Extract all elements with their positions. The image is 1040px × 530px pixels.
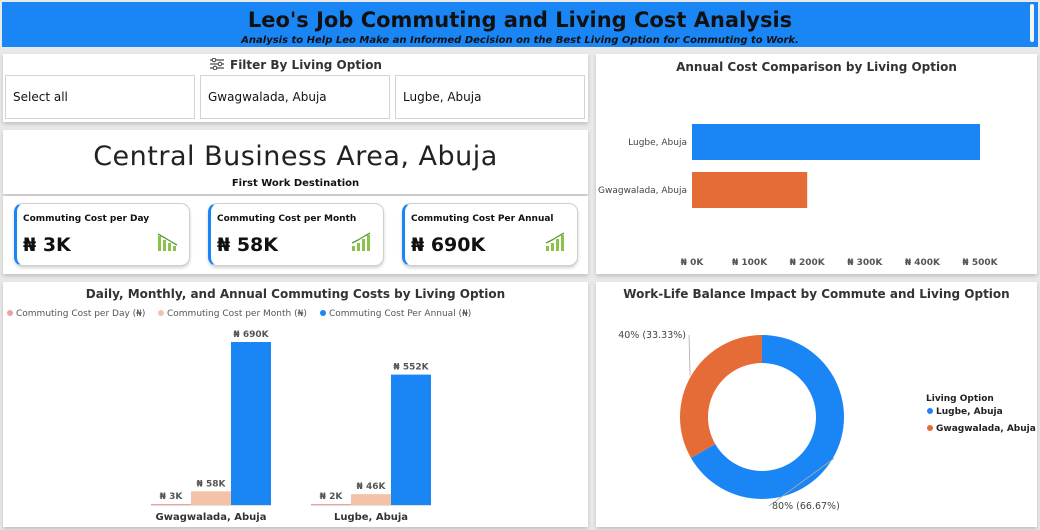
filter-icon xyxy=(210,57,224,71)
hbar-category-label: Gwagwalada, Abuja xyxy=(598,186,687,196)
hbar-x-tick-label: ₦ 100K xyxy=(732,258,768,268)
vbar-category-label: Gwagwalada, Abuja xyxy=(156,512,267,523)
hbar-x-tick-label: ₦ 300K xyxy=(847,258,883,268)
donut-data-label: 40% (33.33%) xyxy=(618,330,686,341)
legend-label[interactable]: Commuting Cost per Day (₦) xyxy=(16,309,145,319)
vbar-data-label: ₦ 552K xyxy=(393,363,429,373)
vbar-data-label: ₦ 46K xyxy=(357,482,387,492)
kpi-label: Commuting Cost per Day xyxy=(23,214,150,224)
kpi-card-day[interactable]: Commuting Cost per Day ₦ 3K xyxy=(14,203,190,266)
work-life-chart-title: Work-Life Balance Impact by Commute and … xyxy=(623,287,1010,301)
hbar-x-tick-label: ₦ 500K xyxy=(962,258,998,268)
bar-chart-up-icon xyxy=(351,232,371,251)
vbar-bar[interactable] xyxy=(351,494,391,505)
slicer-option-select-all[interactable]: Select all xyxy=(5,75,195,119)
destination-caption: First Work Destination xyxy=(231,178,360,189)
donut-data-label: 80% (66.67%) xyxy=(772,501,840,512)
vbar-bar[interactable] xyxy=(191,491,231,505)
hbar-x-tick-label: ₦ 400K xyxy=(905,258,941,268)
destination-name: Central Business Area, Abuja xyxy=(93,141,498,172)
report-title: Leo's Job Commuting and Living Cost Anal… xyxy=(247,8,793,32)
slicer-header: Filter By Living Option xyxy=(3,57,588,72)
kpi-value: ₦ 58K xyxy=(217,234,278,256)
hbar-category-label: Lugbe, Abuja xyxy=(628,138,687,148)
vbar-data-label: ₦ 690K xyxy=(233,330,269,340)
report-header: Leo's Job Commuting and Living Cost Anal… xyxy=(2,2,1038,47)
legend-marker xyxy=(7,310,13,316)
donut-leader-line xyxy=(688,334,691,376)
destination-card xyxy=(3,130,588,194)
donut-slice[interactable] xyxy=(680,335,762,458)
kpi-label: Commuting Cost Per Annual xyxy=(411,214,554,224)
donut-legend-label[interactable]: Lugbe, Abuja xyxy=(936,407,1003,417)
header-scrollbar[interactable] xyxy=(1030,4,1034,42)
kpi-card-month[interactable]: Commuting Cost per Month ₦ 58K xyxy=(208,203,384,266)
report-subtitle: Analysis to Help Leo Make an Informed De… xyxy=(241,35,799,46)
legend-marker xyxy=(158,310,164,316)
kpi-value: ₦ 690K xyxy=(411,234,486,256)
donut-legend-label[interactable]: Gwagwalada, Abuja xyxy=(936,424,1036,434)
hbar-bar[interactable] xyxy=(692,172,808,208)
donut-leader-line xyxy=(768,458,835,507)
commuting-costs-chart: Commuting Cost per Day (₦) Commuting Cost… xyxy=(7,309,471,523)
vbar-data-label: ₦ 58K xyxy=(197,479,227,489)
slicer-option-gwagwalada[interactable]: Gwagwalada, Abuja xyxy=(200,75,390,119)
vbar-data-label: ₦ 2K xyxy=(320,492,344,502)
annual-cost-chart-title: Annual Cost Comparison by Living Option xyxy=(676,60,957,74)
donut-legend-marker xyxy=(927,408,933,414)
annual-cost-chart: Lugbe, Abuja Gwagwalada, Abuja ₦ 0K ₦ 100K ₦… xyxy=(598,124,999,268)
annual-cost-chart-card xyxy=(596,54,1037,274)
legend-marker xyxy=(320,310,326,316)
legend-label[interactable]: Commuting Cost Per Annual (₦) xyxy=(329,309,471,319)
slicer-title: Filter By Living Option xyxy=(230,58,382,72)
commuting-costs-chart-card xyxy=(3,282,588,527)
slicer-option-lugbe[interactable]: Lugbe, Abuja xyxy=(395,75,585,119)
commuting-costs-chart-title: Daily, Monthly, and Annual Commuting Cos… xyxy=(85,287,506,301)
vbar-bar[interactable] xyxy=(151,504,191,505)
work-life-chart: 80% (66.67%) 40% (33.33%) Living Option Lug… xyxy=(618,330,1036,512)
hbar-x-tick-label: ₦ 200K xyxy=(790,258,826,268)
legend-label[interactable]: Commuting Cost per Month (₦) xyxy=(167,309,307,319)
vbar-bar[interactable] xyxy=(231,342,271,505)
donut-legend-title: Living Option xyxy=(926,394,994,404)
vbar-data-label: ₦ 3K xyxy=(160,492,184,502)
hbar-x-tick-label: ₦ 0K xyxy=(681,258,705,268)
hbar-bar[interactable] xyxy=(692,124,980,160)
kpi-value: ₦ 3K xyxy=(23,234,71,256)
kpi-card-annual[interactable]: Commuting Cost Per Annual ₦ 690K xyxy=(402,203,578,266)
bar-chart-up-icon xyxy=(545,232,565,251)
bar-chart-down-icon xyxy=(157,233,178,251)
donut-slice[interactable] xyxy=(690,335,844,499)
vbar-bar[interactable] xyxy=(391,374,431,505)
vbar-category-label: Lugbe, Abuja xyxy=(334,512,408,523)
donut-legend-marker xyxy=(927,425,933,431)
kpi-label: Commuting Cost per Month xyxy=(217,214,357,224)
vbar-bar[interactable] xyxy=(311,504,351,505)
